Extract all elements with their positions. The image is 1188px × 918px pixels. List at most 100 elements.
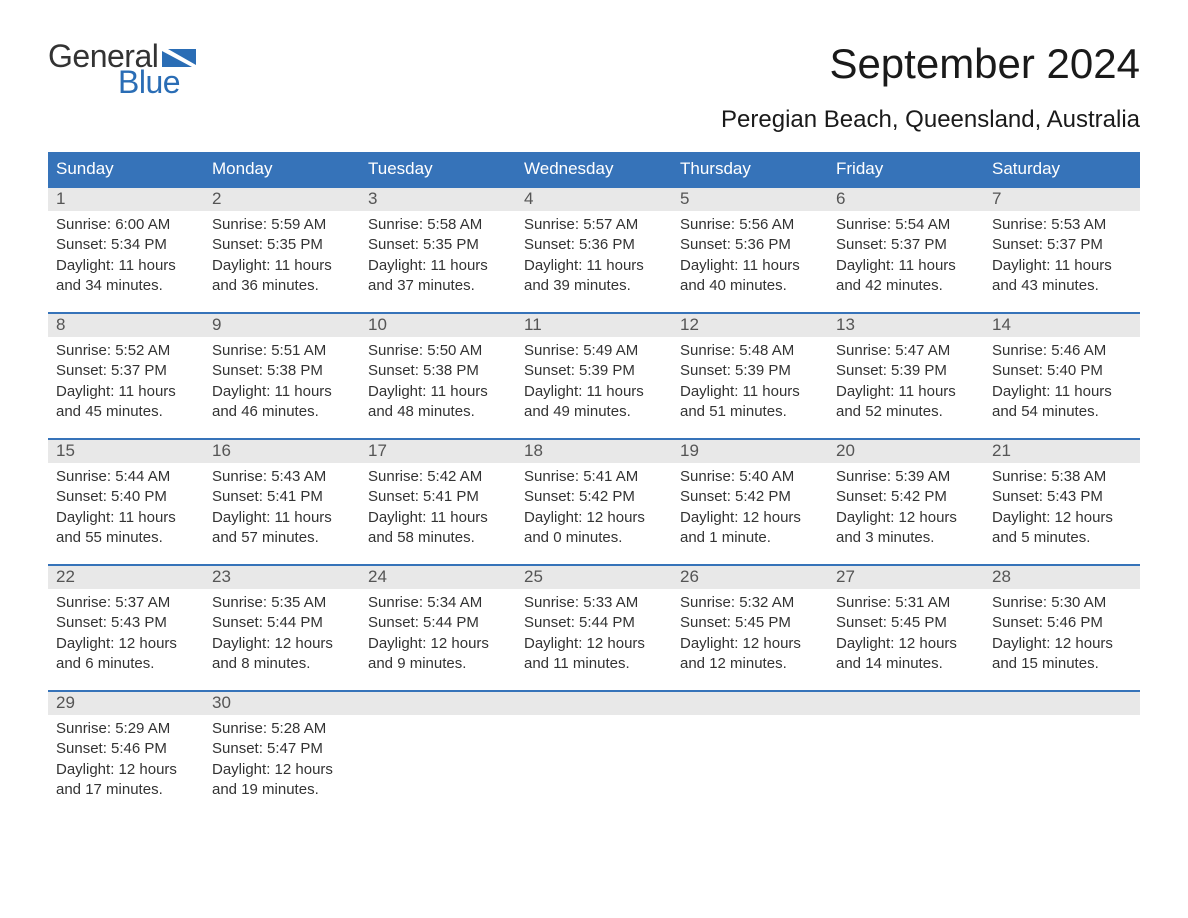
sunset-line: Sunset: 5:44 PM: [212, 613, 352, 633]
sunset-line: Sunset: 5:43 PM: [992, 487, 1132, 507]
sunrise-line: Sunrise: 5:58 AM: [368, 215, 508, 235]
day-number: 22: [48, 566, 204, 589]
day-number: 26: [672, 566, 828, 589]
day-number: 6: [828, 188, 984, 211]
sunset-line: Sunset: 5:40 PM: [56, 487, 196, 507]
day-content: Sunrise: 5:28 AMSunset: 5:47 PMDaylight:…: [204, 715, 360, 800]
day-cell: 27Sunrise: 5:31 AMSunset: 5:45 PMDayligh…: [828, 564, 984, 690]
daylight-line: Daylight: 12 hours and 6 minutes.: [56, 634, 196, 675]
calendar-days-grid: 1Sunrise: 6:00 AMSunset: 5:34 PMDaylight…: [48, 186, 1140, 816]
daylight-line: Daylight: 11 hours and 37 minutes.: [368, 256, 508, 297]
sunset-line: Sunset: 5:39 PM: [524, 361, 664, 381]
day-cell: 23Sunrise: 5:35 AMSunset: 5:44 PMDayligh…: [204, 564, 360, 690]
day-content: Sunrise: 5:49 AMSunset: 5:39 PMDaylight:…: [516, 337, 672, 422]
sunrise-line: Sunrise: 5:28 AM: [212, 719, 352, 739]
day-number: 19: [672, 440, 828, 463]
day-cell: 11Sunrise: 5:49 AMSunset: 5:39 PMDayligh…: [516, 312, 672, 438]
day-content: Sunrise: 5:33 AMSunset: 5:44 PMDaylight:…: [516, 589, 672, 674]
day-cell: 8Sunrise: 5:52 AMSunset: 5:37 PMDaylight…: [48, 312, 204, 438]
sunrise-line: Sunrise: 5:30 AM: [992, 593, 1132, 613]
sunrise-line: Sunrise: 5:38 AM: [992, 467, 1132, 487]
location-subtitle: Peregian Beach, Queensland, Australia: [48, 106, 1140, 134]
day-content: Sunrise: 5:46 AMSunset: 5:40 PMDaylight:…: [984, 337, 1140, 422]
day-cell: 6Sunrise: 5:54 AMSunset: 5:37 PMDaylight…: [828, 186, 984, 312]
daylight-line: Daylight: 11 hours and 39 minutes.: [524, 256, 664, 297]
daylight-line: Daylight: 11 hours and 46 minutes.: [212, 382, 352, 423]
daylight-line: Daylight: 11 hours and 34 minutes.: [56, 256, 196, 297]
day-number: 5: [672, 188, 828, 211]
day-cell: 7Sunrise: 5:53 AMSunset: 5:37 PMDaylight…: [984, 186, 1140, 312]
day-cell-empty: [984, 690, 1140, 816]
day-number: 29: [48, 692, 204, 715]
day-cell: 25Sunrise: 5:33 AMSunset: 5:44 PMDayligh…: [516, 564, 672, 690]
day-content: Sunrise: 5:37 AMSunset: 5:43 PMDaylight:…: [48, 589, 204, 674]
calendar: SundayMondayTuesdayWednesdayThursdayFrid…: [48, 152, 1140, 816]
sunrise-line: Sunrise: 5:40 AM: [680, 467, 820, 487]
day-cell: 19Sunrise: 5:40 AMSunset: 5:42 PMDayligh…: [672, 438, 828, 564]
sunrise-line: Sunrise: 5:37 AM: [56, 593, 196, 613]
sunset-line: Sunset: 5:42 PM: [524, 487, 664, 507]
weekday-saturday: Saturday: [984, 152, 1140, 186]
daylight-line: Daylight: 11 hours and 42 minutes.: [836, 256, 976, 297]
day-cell: 2Sunrise: 5:59 AMSunset: 5:35 PMDaylight…: [204, 186, 360, 312]
day-cell: 15Sunrise: 5:44 AMSunset: 5:40 PMDayligh…: [48, 438, 204, 564]
day-content: Sunrise: 5:35 AMSunset: 5:44 PMDaylight:…: [204, 589, 360, 674]
day-number: 8: [48, 314, 204, 337]
day-number: 24: [360, 566, 516, 589]
sunrise-line: Sunrise: 5:46 AM: [992, 341, 1132, 361]
sunset-line: Sunset: 5:37 PM: [992, 235, 1132, 255]
day-number: 15: [48, 440, 204, 463]
day-number: 13: [828, 314, 984, 337]
sunrise-line: Sunrise: 5:53 AM: [992, 215, 1132, 235]
sunrise-line: Sunrise: 5:48 AM: [680, 341, 820, 361]
day-content: Sunrise: 5:51 AMSunset: 5:38 PMDaylight:…: [204, 337, 360, 422]
day-number: 7: [984, 188, 1140, 211]
sunrise-line: Sunrise: 5:39 AM: [836, 467, 976, 487]
day-cell-empty: [516, 690, 672, 816]
daylight-line: Daylight: 12 hours and 15 minutes.: [992, 634, 1132, 675]
daylight-line: Daylight: 11 hours and 58 minutes.: [368, 508, 508, 549]
sunset-line: Sunset: 5:45 PM: [680, 613, 820, 633]
day-content: Sunrise: 5:43 AMSunset: 5:41 PMDaylight:…: [204, 463, 360, 548]
sunset-line: Sunset: 5:35 PM: [212, 235, 352, 255]
daylight-line: Daylight: 12 hours and 0 minutes.: [524, 508, 664, 549]
sunrise-line: Sunrise: 5:50 AM: [368, 341, 508, 361]
weekday-friday: Friday: [828, 152, 984, 186]
day-content: Sunrise: 5:54 AMSunset: 5:37 PMDaylight:…: [828, 211, 984, 296]
sunset-line: Sunset: 5:47 PM: [212, 739, 352, 759]
day-cell: 4Sunrise: 5:57 AMSunset: 5:36 PMDaylight…: [516, 186, 672, 312]
sunrise-line: Sunrise: 5:52 AM: [56, 341, 196, 361]
sunrise-line: Sunrise: 5:29 AM: [56, 719, 196, 739]
daylight-line: Daylight: 12 hours and 19 minutes.: [212, 760, 352, 801]
day-content: Sunrise: 5:52 AMSunset: 5:37 PMDaylight:…: [48, 337, 204, 422]
day-number: 30: [204, 692, 360, 715]
sunrise-line: Sunrise: 5:41 AM: [524, 467, 664, 487]
day-content: Sunrise: 5:30 AMSunset: 5:46 PMDaylight:…: [984, 589, 1140, 674]
weekday-monday: Monday: [204, 152, 360, 186]
day-cell: 18Sunrise: 5:41 AMSunset: 5:42 PMDayligh…: [516, 438, 672, 564]
day-content: Sunrise: 5:41 AMSunset: 5:42 PMDaylight:…: [516, 463, 672, 548]
sunrise-line: Sunrise: 5:47 AM: [836, 341, 976, 361]
day-content: Sunrise: 5:44 AMSunset: 5:40 PMDaylight:…: [48, 463, 204, 548]
sunset-line: Sunset: 5:37 PM: [56, 361, 196, 381]
day-content: Sunrise: 5:40 AMSunset: 5:42 PMDaylight:…: [672, 463, 828, 548]
daylight-line: Daylight: 11 hours and 45 minutes.: [56, 382, 196, 423]
day-number: 21: [984, 440, 1140, 463]
day-cell: 12Sunrise: 5:48 AMSunset: 5:39 PMDayligh…: [672, 312, 828, 438]
day-cell: 30Sunrise: 5:28 AMSunset: 5:47 PMDayligh…: [204, 690, 360, 816]
daylight-line: Daylight: 12 hours and 17 minutes.: [56, 760, 196, 801]
day-cell: 29Sunrise: 5:29 AMSunset: 5:46 PMDayligh…: [48, 690, 204, 816]
day-cell: 24Sunrise: 5:34 AMSunset: 5:44 PMDayligh…: [360, 564, 516, 690]
daylight-line: Daylight: 12 hours and 8 minutes.: [212, 634, 352, 675]
day-number-empty: [672, 692, 828, 715]
sunset-line: Sunset: 5:35 PM: [368, 235, 508, 255]
weekday-sunday: Sunday: [48, 152, 204, 186]
day-cell-empty: [828, 690, 984, 816]
day-content: Sunrise: 5:42 AMSunset: 5:41 PMDaylight:…: [360, 463, 516, 548]
sunrise-line: Sunrise: 5:44 AM: [56, 467, 196, 487]
day-number: 4: [516, 188, 672, 211]
day-content: Sunrise: 5:58 AMSunset: 5:35 PMDaylight:…: [360, 211, 516, 296]
daylight-line: Daylight: 12 hours and 3 minutes.: [836, 508, 976, 549]
day-cell: 13Sunrise: 5:47 AMSunset: 5:39 PMDayligh…: [828, 312, 984, 438]
day-cell-empty: [360, 690, 516, 816]
